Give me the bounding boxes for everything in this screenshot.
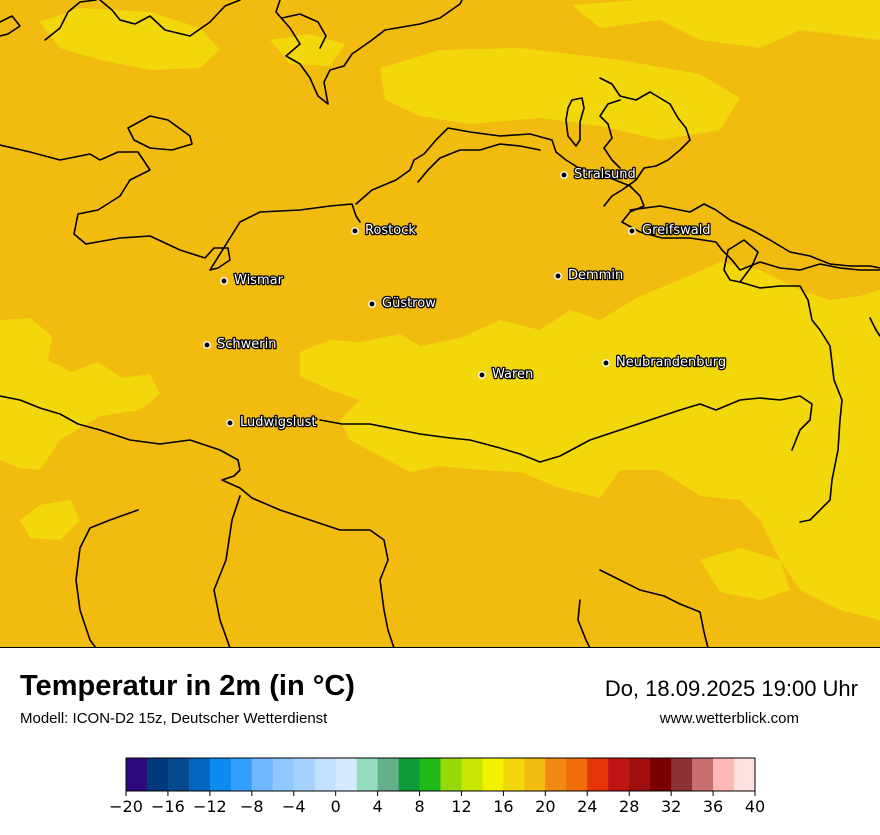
colorbar-tick-label: 0 — [331, 797, 341, 816]
temperature-colorbar: −20 −16 −12 −8 −4 0 4 8 12 16 20 24 28 32 36 40 — [0, 750, 880, 830]
colorbar-tick-label: −16 — [151, 797, 185, 816]
colorbar-segment — [126, 758, 148, 791]
city-neubrandenburg: Neubrandenburg — [602, 354, 727, 371]
city-dot — [628, 227, 636, 235]
city-label: Güstrow — [382, 296, 436, 311]
city-rostock: Rostock — [351, 222, 418, 239]
colorbar-segment — [230, 758, 253, 791]
city-stralsund: Stralsund — [560, 166, 637, 183]
city-label: Stralsund — [574, 167, 636, 182]
colorbar-segment — [692, 758, 714, 791]
colorbar-segment — [461, 758, 483, 791]
colorbar-segment — [272, 758, 295, 791]
colorbar-segment — [167, 758, 190, 791]
city-dot — [368, 300, 376, 308]
colorbar-tick-label: 36 — [703, 797, 723, 816]
temperature-field-warm-zones — [0, 0, 880, 620]
chart-title: Temperatur in 2m (in °C) — [20, 670, 355, 702]
city-label: Schwerin — [217, 337, 276, 352]
colorbar-segment — [503, 758, 525, 791]
city-wismar: Wismar — [220, 272, 285, 289]
colorbar-tick-label: −8 — [240, 797, 264, 816]
city-label: Neubrandenburg — [616, 355, 726, 370]
city-label: Wismar — [234, 273, 284, 288]
city-dot — [560, 171, 568, 179]
colorbar-segment — [251, 758, 274, 791]
colorbar-segment — [482, 758, 504, 791]
colorbar-segment — [608, 758, 630, 791]
colorbar-segment — [713, 758, 735, 791]
colorbar-segment — [545, 758, 567, 791]
colorbar-segment — [188, 758, 211, 791]
city-label: Demmin — [568, 268, 623, 283]
colorbar-segment — [734, 758, 756, 791]
city-label: Rostock — [365, 223, 416, 238]
colorbar-segment — [398, 758, 421, 791]
colorbar-tick-label: 16 — [493, 797, 513, 816]
colorbar-segment — [671, 758, 693, 791]
colorbar-segment — [524, 758, 546, 791]
colorbar-tick-label: 40 — [745, 797, 765, 816]
city-dot — [220, 277, 228, 285]
website-url: www.wetterblick.com — [659, 710, 799, 727]
colorbar-segment — [440, 758, 462, 791]
city-dot — [478, 371, 486, 379]
colorbar-segment — [335, 758, 358, 791]
city-markers: Stralsund Rostock Greifswald Wismar Demmin Gü… — [203, 166, 727, 431]
city-waren: Waren — [478, 366, 535, 383]
colorbar-segment — [629, 758, 651, 791]
city-güstrow: Güstrow — [368, 295, 437, 312]
city-dot — [203, 341, 211, 349]
city-label: Greifswald — [642, 223, 711, 238]
colorbar-tick-label: 20 — [535, 797, 555, 816]
colorbar-tick-label: −4 — [282, 797, 306, 816]
colorbar-tick-label: 8 — [414, 797, 424, 816]
colorbar-segment — [209, 758, 232, 791]
colorbar-segment — [650, 758, 672, 791]
city-greifswald: Greifswald — [628, 222, 712, 239]
coastlines-and-borders — [0, 0, 880, 647]
city-dot — [554, 272, 562, 280]
city-demmin: Demmin — [554, 267, 624, 284]
colorbar-tick-label: 32 — [661, 797, 681, 816]
temperature-map: Stralsund Rostock Greifswald Wismar Demmin Gü… — [0, 0, 880, 648]
forecast-datetime: Do, 18.09.2025 19:00 Uhr — [604, 676, 858, 701]
colorbar-segment — [377, 758, 400, 791]
city-dot — [602, 359, 610, 367]
city-label: Waren — [492, 367, 533, 382]
colorbar-tick-label: 12 — [451, 797, 471, 816]
colorbar-border — [125, 757, 756, 792]
colorbar-tick-label: −20 — [109, 797, 143, 816]
colorbar-segment — [356, 758, 379, 791]
colorbar-tick-label: 24 — [577, 797, 597, 816]
colorbar-segment — [146, 758, 169, 791]
colorbar-segment — [314, 758, 337, 791]
city-dot — [226, 419, 234, 427]
model-source: Modell: ICON-D2 15z, Deutscher Wetterdie… — [20, 710, 328, 727]
colorbar-tick-label: 4 — [373, 797, 383, 816]
colorbar-segment — [293, 758, 316, 791]
city-dot — [351, 227, 359, 235]
city-label: Ludwigslust — [240, 415, 317, 430]
colorbar-tick-label: 28 — [619, 797, 639, 816]
city-schwerin: Schwerin — [203, 336, 278, 353]
colorbar-segment — [566, 758, 588, 791]
colorbar-segment — [587, 758, 609, 791]
colorbar-segment — [419, 758, 441, 791]
colorbar-tick-label: −12 — [193, 797, 227, 816]
city-ludwigslust: Ludwigslust — [226, 414, 318, 431]
